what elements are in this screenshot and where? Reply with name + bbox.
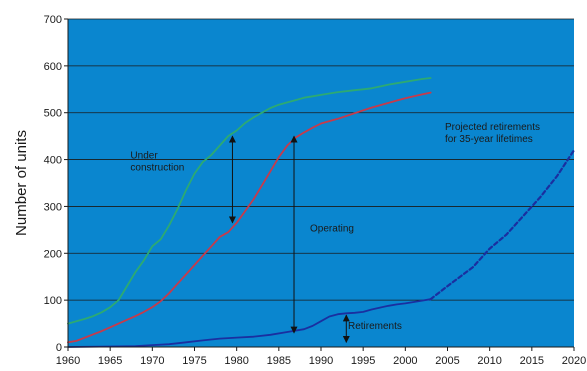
annotation-text-2: Operating [310,224,354,235]
y-tick-label: 600 [44,61,62,73]
annotation-line: construction [130,163,184,174]
series-line-4-dashed [429,149,576,301]
x-tick-label: 2015 [520,355,544,367]
series-group [67,77,576,348]
x-tick-label: 2005 [435,355,459,367]
annotations: Under construction Operating Retirements Pro… [130,122,540,332]
annotation-line: Operating [310,224,354,235]
x-tick-label: 2000 [393,355,417,367]
x-tick-label: 1985 [267,355,291,367]
y-tick-label: 200 [44,248,62,260]
y-tick-label: 100 [44,295,62,307]
x-tick-label: 2010 [477,355,501,367]
annotation-text-4: Projected retirements for 35-year lifetim… [445,122,540,145]
y-tick-label: 500 [44,108,62,120]
annotation-arrows [228,135,350,344]
gridlines [68,18,574,301]
series-line-3 [67,298,432,348]
x-tick-label: 1990 [309,355,333,367]
x-tick-label: 1960 [56,355,80,367]
y-tick-label: 400 [44,155,62,167]
x-tick-label: 2020 [562,355,586,367]
annotation-line: Under [130,151,158,162]
annotation-line: Retirements [348,321,402,332]
annotation-line: Projected retirements [445,122,540,133]
x-tick-label: 1995 [351,355,375,367]
x-tick-label: 1965 [98,355,122,367]
annotation-text-1: Under construction [130,151,184,174]
series-line-1 [67,77,432,325]
y-tick-label: 700 [44,14,62,26]
annotation-line: for 35-year lifetimes [445,134,533,145]
x-tick-label: 1970 [140,355,164,367]
annotation-text-3: Retirements [348,321,402,332]
y-axis-title: Number of units [13,130,30,236]
y-tick-label: 300 [44,201,62,213]
plot-area [68,19,574,347]
y-tick-label: 0 [56,342,62,354]
series-line-2 [67,91,432,344]
x-tick-label: 1975 [182,355,206,367]
x-tick-label: 1980 [224,355,248,367]
axes: 0 100 200 300 400 500 600 700 1960 1965 1970 1975 19… [44,14,587,367]
